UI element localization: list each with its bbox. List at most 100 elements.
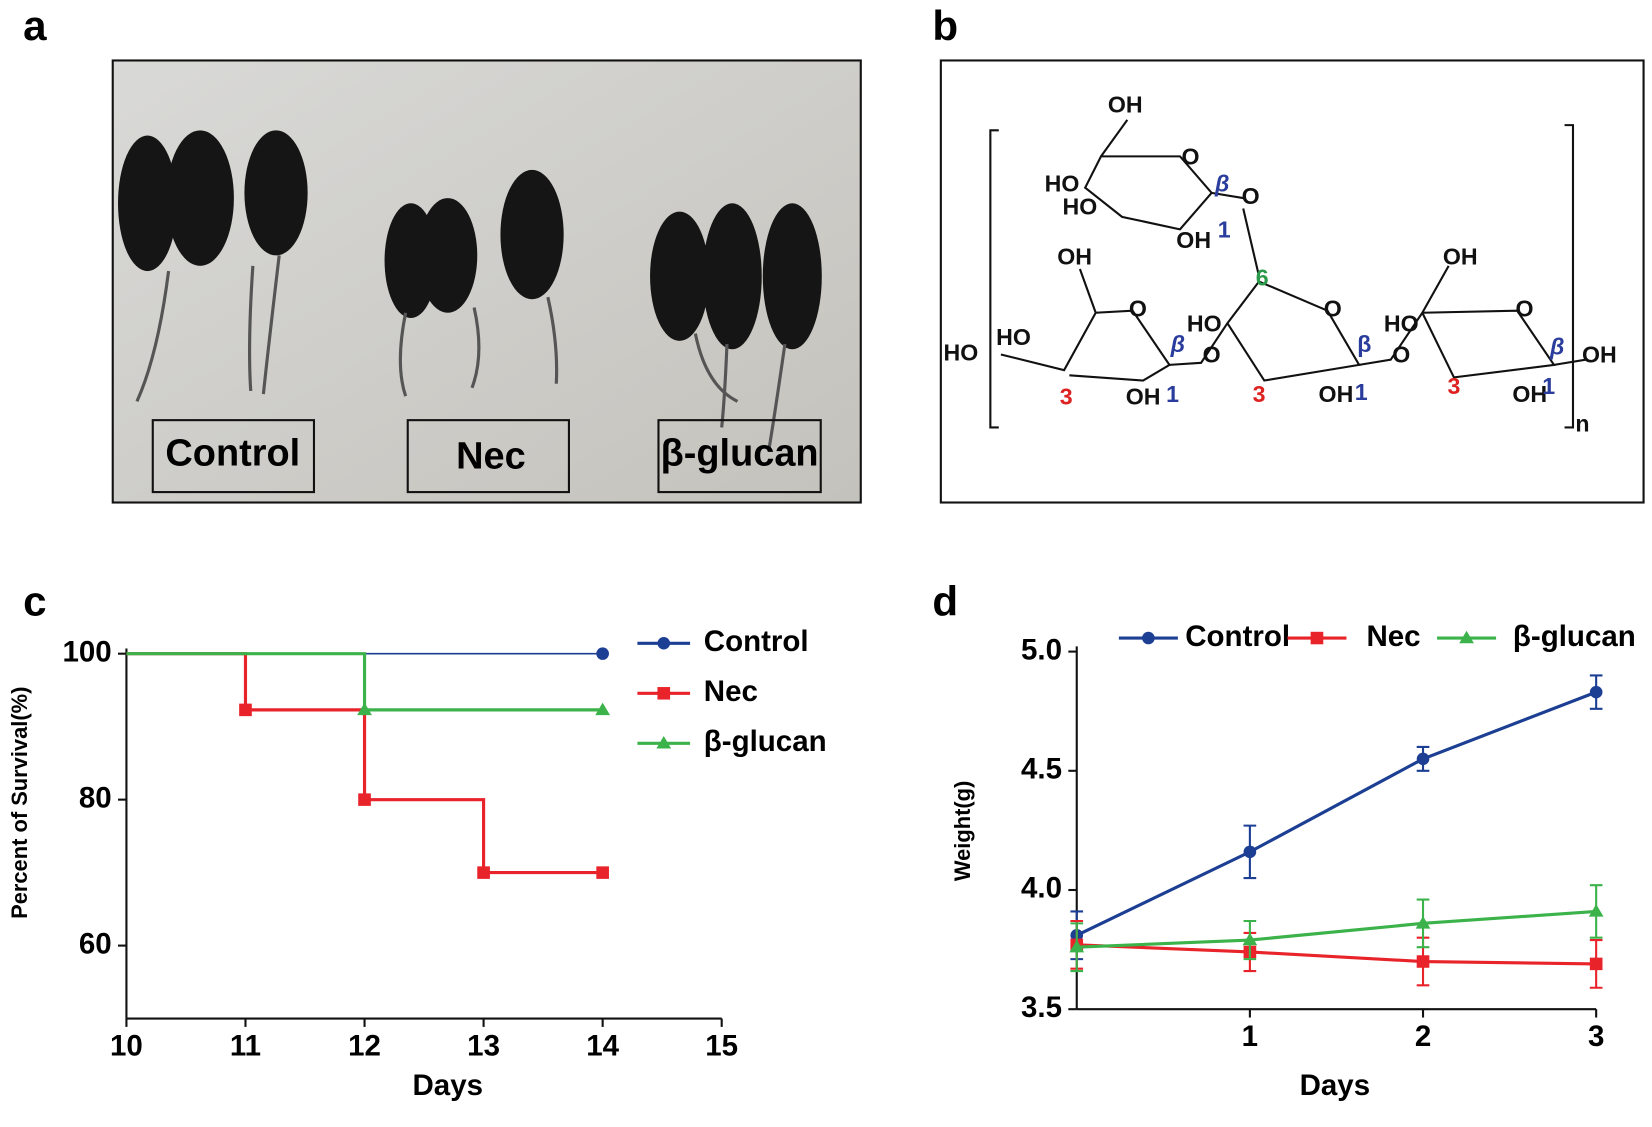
legend-marker: [657, 687, 671, 700]
legend-label: Nec: [1366, 620, 1420, 653]
x-tick-label: 2: [1415, 1020, 1431, 1053]
structure-bonds: [989, 119, 1586, 429]
point: [596, 647, 609, 660]
atom-label: OH: [1126, 383, 1161, 409]
legend-marker: [1459, 630, 1474, 644]
x-tick-label: 13: [467, 1030, 500, 1063]
y-axis-title: Percent of Survival(%): [7, 687, 32, 919]
legend-label: β-glucan: [1513, 620, 1636, 653]
atom-label: O: [1182, 144, 1200, 170]
point: [1588, 904, 1604, 917]
survival-line: [126, 652, 603, 712]
atom-label: 6: [1256, 265, 1269, 291]
legend-marker: [1310, 631, 1324, 645]
atom-label: HO: [943, 340, 978, 366]
x-tick-label: 10: [110, 1030, 143, 1063]
point: [1243, 845, 1257, 859]
survival-line: [126, 652, 603, 875]
group-label: Control: [165, 432, 300, 474]
panel-letter: a: [23, 2, 47, 49]
atom-label: β: [1170, 331, 1185, 357]
group-label: β-glucan: [661, 432, 819, 474]
x-tick-label: 3: [1588, 1020, 1604, 1053]
point: [477, 866, 490, 879]
atom-label: OH: [1057, 244, 1092, 270]
point: [239, 703, 252, 717]
legend-marker: [656, 736, 672, 749]
x-tick-label: 11: [230, 1030, 261, 1063]
atom-label: OH: [1443, 244, 1478, 270]
x-axis-title: Days: [413, 1069, 483, 1102]
atom-label: HO: [1063, 194, 1098, 220]
x-tick-label: 1: [1242, 1020, 1258, 1053]
point: [1589, 957, 1603, 971]
label-box: [657, 419, 822, 494]
legend-label: Control: [704, 625, 809, 658]
y-tick-label: 5.0: [1021, 633, 1062, 666]
atom-label: OH: [1108, 92, 1143, 118]
tails: [135, 255, 787, 449]
mice: [118, 130, 822, 350]
atom-label: β: [1549, 333, 1564, 359]
atom-label: 3: [1253, 381, 1266, 407]
y-axis-title: Weight(g): [950, 781, 975, 881]
atom-label: 1: [1542, 373, 1555, 399]
y-tick-label: 60: [79, 927, 112, 960]
legend-marker: [657, 637, 671, 650]
atom-label: n: [1575, 411, 1589, 437]
y-tick-label: 4.5: [1021, 753, 1062, 786]
atom-label: HO: [1187, 310, 1222, 336]
atom-label: HO: [1384, 310, 1419, 336]
atom-label: 1: [1166, 381, 1179, 407]
y-tick-label: 4.0: [1021, 872, 1062, 905]
atom-label: 3: [1447, 373, 1460, 399]
point: [1416, 955, 1430, 968]
atom-label: O: [1129, 296, 1147, 322]
panel-letter: d: [932, 578, 958, 625]
atom-label: HO: [996, 324, 1031, 350]
x-axis-title: Days: [1300, 1069, 1370, 1102]
atom-label: OH: [1512, 381, 1547, 407]
atom-label: 1: [1218, 217, 1231, 243]
y-tick-label: 3.5: [1021, 991, 1062, 1024]
atom-label: O: [1324, 296, 1342, 322]
y-tick-label: 100: [62, 636, 111, 669]
atom-label: β: [1214, 171, 1229, 197]
group-label: Nec: [456, 435, 526, 477]
atom-label: 1: [1355, 379, 1368, 405]
point: [1242, 932, 1258, 946]
structure-frame: [939, 59, 1645, 504]
legend-label: Control: [1185, 620, 1290, 653]
legend-marker: [1142, 631, 1155, 645]
point: [596, 866, 609, 879]
atom-label: 3: [1060, 383, 1073, 409]
panel-letter: c: [23, 578, 46, 625]
y-tick-label: 80: [79, 781, 112, 814]
point: [1416, 752, 1430, 766]
weight-line: [1076, 690, 1597, 937]
point: [357, 702, 372, 716]
atom-label: OH: [1582, 342, 1617, 368]
legend-label: β-glucan: [704, 725, 827, 758]
atom-label: O: [1203, 342, 1221, 368]
label-box: [406, 419, 570, 494]
atom-label: OH: [1176, 227, 1211, 253]
atom-label: HO: [1045, 171, 1080, 197]
point: [595, 702, 611, 716]
atom-label: O: [1242, 183, 1260, 209]
point: [1069, 939, 1085, 953]
point: [358, 793, 371, 806]
x-tick-label: 12: [348, 1030, 381, 1063]
x-tick-label: 14: [586, 1030, 619, 1063]
legend-label: Nec: [704, 675, 758, 708]
x-tick-label: 15: [705, 1030, 738, 1063]
weight-line: [1076, 943, 1597, 966]
atom-label: O: [1392, 342, 1410, 368]
point: [1589, 685, 1603, 699]
atom-label: OH: [1319, 381, 1354, 407]
weight-line: [1076, 909, 1597, 949]
panel-letter: b: [932, 2, 958, 49]
point: [1415, 916, 1431, 929]
atom-label: O: [1516, 296, 1534, 322]
